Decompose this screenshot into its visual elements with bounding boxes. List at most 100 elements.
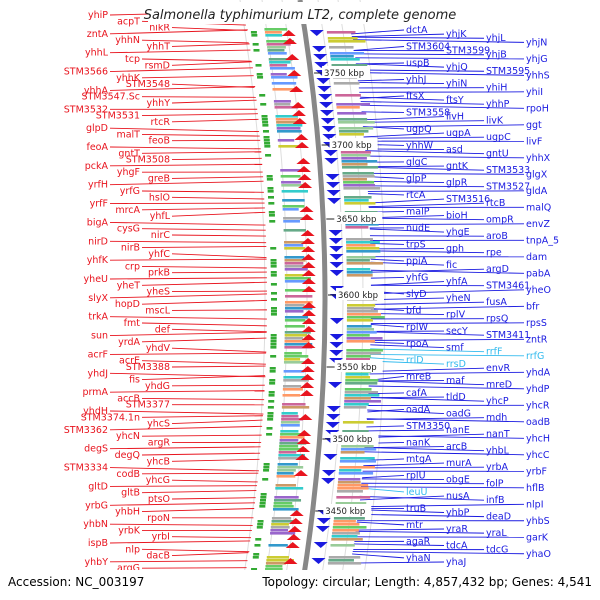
right-gene-label: yraL bbox=[486, 528, 507, 539]
feature-band bbox=[346, 241, 380, 244]
right-leader-line bbox=[368, 385, 525, 390]
right-strand-arrow bbox=[329, 318, 344, 324]
left-leader-line bbox=[109, 540, 251, 544]
left-leader-line bbox=[171, 384, 265, 387]
feature-band bbox=[339, 469, 362, 472]
left-leader-line bbox=[109, 410, 264, 415]
feature-marker bbox=[270, 337, 277, 340]
left-gene-label: rsmD bbox=[145, 60, 170, 71]
feature-marker bbox=[260, 103, 267, 106]
left-gene-label: yhfL bbox=[150, 211, 171, 222]
left-strand-arrow bbox=[297, 174, 312, 180]
left-strand-arrow bbox=[300, 230, 315, 236]
right-gene-label: infB bbox=[486, 495, 505, 506]
feature-band bbox=[327, 562, 362, 565]
feature-band bbox=[276, 127, 301, 130]
left-leader-line bbox=[109, 240, 267, 244]
left-gene-label: nikR bbox=[149, 23, 170, 34]
feature-marker bbox=[270, 310, 277, 313]
title-background bbox=[148, 2, 470, 24]
feature-band bbox=[342, 421, 374, 424]
feature-marker bbox=[266, 175, 273, 178]
left-gene-label: feoA bbox=[86, 142, 108, 153]
feature-band bbox=[328, 556, 361, 559]
feature-band bbox=[275, 487, 304, 490]
feature-marker bbox=[269, 382, 276, 385]
feature-marker bbox=[267, 412, 274, 415]
right-gene-label: ompR bbox=[486, 215, 514, 226]
feature-band bbox=[282, 403, 306, 406]
left-leader-line bbox=[109, 293, 268, 299]
left-leader-line bbox=[141, 245, 267, 249]
right-strand-arrow bbox=[329, 262, 344, 268]
left-gene-label: prmA bbox=[82, 387, 108, 398]
feature-band bbox=[284, 289, 309, 292]
right-leader-line bbox=[360, 96, 445, 101]
right-leader-line bbox=[370, 331, 485, 336]
left-strand-arrow bbox=[289, 86, 304, 92]
feature-band bbox=[277, 469, 296, 472]
left-leader-line bbox=[171, 99, 257, 104]
feature-band bbox=[280, 175, 301, 178]
feature-marker bbox=[267, 187, 274, 190]
left-strand-arrow bbox=[300, 382, 315, 388]
left-leader-line bbox=[109, 502, 255, 506]
left-gene-label: nirB bbox=[121, 243, 140, 254]
feature-marker bbox=[270, 247, 277, 250]
left-strand-arrow bbox=[301, 262, 316, 268]
feature-band bbox=[275, 484, 297, 487]
feature-band bbox=[282, 385, 302, 388]
feature-marker bbox=[263, 466, 270, 469]
left-strand-arrow bbox=[283, 558, 298, 564]
feature-marker bbox=[267, 418, 274, 421]
feature-band bbox=[277, 466, 304, 469]
feature-band bbox=[284, 262, 304, 265]
feature-band bbox=[346, 319, 373, 322]
right-leader-line bbox=[363, 136, 485, 139]
left-leader-line bbox=[109, 390, 265, 393]
left-gene-label: codB bbox=[116, 469, 140, 480]
feature-band bbox=[284, 280, 312, 283]
right-leader-line bbox=[368, 392, 405, 395]
feature-band bbox=[271, 523, 289, 526]
right-gene-label: yhhS bbox=[526, 70, 550, 81]
right-strand-arrow bbox=[326, 190, 341, 196]
right-gene-label: yheN bbox=[446, 293, 471, 304]
feature-band bbox=[278, 145, 305, 148]
right-leader-line bbox=[370, 338, 525, 341]
feature-marker bbox=[253, 49, 260, 52]
feature-band bbox=[333, 517, 365, 520]
right-gene-label: gntK bbox=[446, 161, 469, 172]
feature-marker bbox=[259, 94, 266, 97]
left-gene-label: yheT bbox=[117, 280, 140, 291]
right-gene-label: aroB bbox=[486, 231, 508, 242]
right-leader-line bbox=[367, 185, 485, 188]
kbp-tick-label: 3500 kbp bbox=[332, 435, 372, 445]
left-leader-line bbox=[141, 113, 258, 117]
left-leader-line bbox=[171, 347, 267, 353]
feature-marker bbox=[268, 400, 275, 403]
left-gene-label: yhbY bbox=[85, 557, 109, 568]
left-leader-line bbox=[141, 472, 259, 475]
feature-band bbox=[284, 334, 308, 337]
right-gene-label: nanK bbox=[406, 437, 431, 448]
feature-band bbox=[346, 250, 381, 253]
right-gene-label: yhaN bbox=[406, 553, 431, 564]
left-leader-line bbox=[141, 434, 262, 437]
feature-band bbox=[330, 55, 354, 58]
left-strand-arrow bbox=[285, 542, 300, 548]
feature-marker bbox=[257, 523, 264, 526]
feature-band bbox=[342, 166, 379, 169]
left-gene-label: STM3334 bbox=[64, 463, 108, 474]
feature-marker bbox=[256, 73, 263, 76]
left-strand-arrow bbox=[287, 70, 302, 76]
feature-band bbox=[278, 448, 307, 451]
feature-marker bbox=[260, 496, 267, 499]
right-strand-arrow bbox=[311, 558, 326, 564]
right-gene-label: nlpI bbox=[526, 499, 544, 510]
left-gene-label: yhcN bbox=[116, 431, 140, 442]
right-gene-label: STM3411 bbox=[486, 330, 530, 341]
feature-band bbox=[276, 475, 296, 478]
feature-band bbox=[346, 349, 384, 352]
topology-summary: Topology: circular; Length: 4,857,432 bp… bbox=[261, 575, 592, 589]
